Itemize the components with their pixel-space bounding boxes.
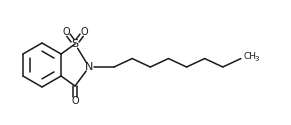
Text: CH: CH — [244, 52, 257, 61]
Text: N: N — [85, 62, 93, 72]
Text: S: S — [72, 39, 79, 49]
Text: 3: 3 — [254, 56, 258, 62]
Text: O: O — [71, 96, 79, 106]
Text: O: O — [80, 27, 88, 37]
Text: O: O — [62, 27, 70, 37]
